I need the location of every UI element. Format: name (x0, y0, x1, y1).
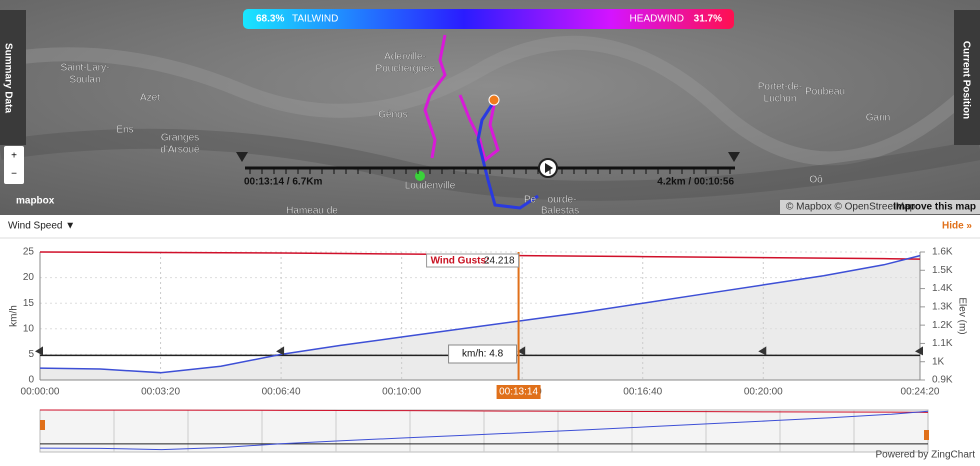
place-label: Portet-de- (758, 82, 802, 93)
wind-bar (243, 9, 734, 29)
place-label: Pouchergues (376, 64, 435, 75)
place-label: Ens (116, 125, 133, 136)
x-tick-label: 00:03:20 (141, 387, 180, 398)
place-label: Granges (161, 133, 199, 144)
start-marker (415, 171, 425, 181)
navigator-line (39, 409, 929, 413)
attribution: © Mapbox © OpenStreetMap (786, 202, 916, 213)
place-label: Pe (524, 195, 537, 206)
y-tick-label: 5 (28, 349, 34, 360)
summary-tab-label: Summary Data (2, 43, 13, 113)
place-label: Saint-Lary- (61, 63, 110, 74)
place-label: ourde- (548, 195, 577, 206)
attribution-bg (780, 200, 980, 214)
position-tab-label: Current Position (960, 41, 971, 119)
y2-tick-label: 0.9K (932, 375, 953, 386)
series-selector[interactable]: Wind Speed ▼ (8, 221, 75, 232)
place-label: Oô (809, 175, 823, 186)
zoom-control[interactable] (4, 146, 24, 184)
series-line (39, 254, 921, 374)
y-tick-label: 20 (23, 272, 35, 283)
tooltip-gust-value: 24.218 (484, 256, 515, 267)
place-label: Azet (140, 93, 160, 104)
place-label: Génos (378, 110, 407, 121)
position-tab[interactable] (954, 10, 980, 145)
route (476, 99, 539, 210)
navigator-handle[interactable] (40, 420, 45, 430)
summary-tab[interactable] (0, 10, 26, 145)
headwind-pct: 31.7% (694, 14, 722, 25)
x-tick-label: 00:24:20 (901, 387, 940, 398)
place-label: Garin (866, 113, 890, 124)
x-tick-label: 00:20:00 (744, 387, 783, 398)
y-tick-label: 25 (23, 247, 35, 258)
credit: Powered by ZingChart (876, 450, 976, 461)
position-marker (488, 94, 500, 106)
tooltip-gust: Wind Gusts: (431, 256, 490, 267)
cursor-label: 00:13:14 (499, 387, 538, 398)
x-tick-label: 00:00:00 (21, 387, 60, 398)
y-tick-label: 0 (28, 375, 34, 386)
x-tick-label: 00:10:00 (382, 387, 421, 398)
wind-arrow (517, 346, 526, 356)
y2-tick-label: 1.3K (932, 301, 953, 312)
y2-tick-label: 1.1K (932, 338, 953, 349)
wind-arrow (915, 346, 923, 356)
tooltip-bg (448, 344, 518, 364)
place-label: Loudenville (405, 181, 456, 192)
tooltip-speed: km/h: 4.8 (462, 349, 504, 360)
place-label: Balestas (541, 206, 579, 217)
play-icon (545, 163, 553, 173)
improve-link[interactable]: Improve this map (893, 202, 976, 213)
y-tick-label: 10 (23, 323, 35, 334)
mapbox-logo: mapbox (16, 196, 55, 207)
terrain (0, 35, 980, 166)
y2-tick-label: 1K (932, 356, 945, 367)
y2-tick-label: 1.2K (932, 320, 953, 331)
remaining: 4.2km / 00:10:56 (657, 177, 734, 188)
place-label: Luchon (764, 94, 797, 105)
zoom-in[interactable]: + (11, 151, 17, 162)
y-axis-title: km/h (9, 305, 20, 327)
tailwind-pct: 68.3% (256, 14, 284, 25)
cursor-label-bg (496, 385, 541, 399)
wind-arrow (276, 346, 285, 356)
tailwind: TAILWIND (292, 14, 338, 25)
navigator-line (39, 410, 929, 451)
y2-axis-title: Elev (m) (956, 297, 967, 334)
elevation-area (40, 255, 920, 380)
y2-tick-label: 1.6K (932, 247, 953, 258)
elapsed: 00:13:14 / 6.7Km (244, 177, 322, 188)
place-label: Poubeau (805, 87, 845, 98)
headwind: HEADWIND (630, 14, 684, 25)
y2-tick-label: 1.4K (932, 283, 953, 294)
route (423, 34, 500, 163)
scrubber-end[interactable] (728, 152, 740, 162)
y2-tick-label: 1.5K (932, 265, 953, 276)
wind-arrow (758, 346, 767, 356)
place-label: Aderville- (384, 52, 426, 63)
y-tick-label: 15 (23, 298, 35, 309)
place-label: Soulan (69, 75, 100, 86)
place-label: Hameau de (286, 206, 338, 217)
x-tick-label: 00:06:40 (262, 387, 301, 398)
wind-arrow (35, 346, 43, 356)
place-label: d'Arsoué (160, 145, 200, 156)
zoom-out[interactable]: − (11, 169, 17, 180)
navigator-handle[interactable] (924, 430, 929, 440)
x-tick-label: 00:16:40 (623, 387, 662, 398)
hide-button[interactable]: Hide » (942, 221, 972, 232)
tooltip-bg (426, 253, 520, 268)
scrubber-start[interactable] (236, 152, 248, 162)
